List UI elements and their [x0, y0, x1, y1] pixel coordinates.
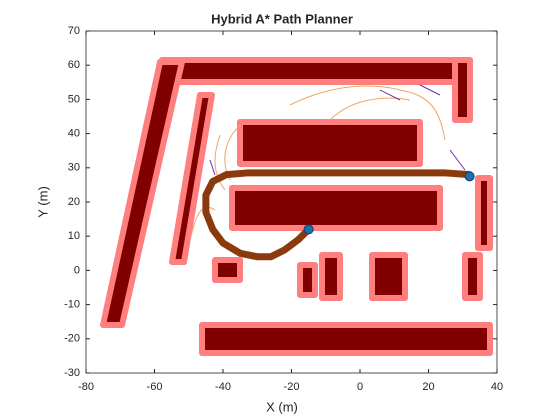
marker: [303, 224, 314, 235]
obstacle: [100, 59, 185, 328]
obstacle: [199, 322, 493, 356]
y-tick-label: 40: [68, 128, 80, 140]
obstacle: [169, 92, 215, 265]
y-tick-label: -10: [64, 299, 80, 311]
chart-title: Hybrid A* Path Planner: [211, 11, 353, 26]
x-tick-label: -40: [215, 381, 231, 393]
y-tick-label: 70: [68, 25, 80, 37]
y-tick-label: 50: [68, 93, 80, 105]
y-tick-label: -30: [64, 367, 80, 379]
obstacle: [159, 57, 473, 85]
obstacle: [229, 185, 443, 231]
y-tick-label: 10: [68, 230, 80, 242]
x-tick-label: 0: [357, 381, 363, 393]
x-tick-label: -80: [78, 381, 94, 393]
y-tick-label: 30: [68, 162, 80, 174]
tree-branch: [289, 85, 446, 141]
y-tick-label: 60: [68, 59, 80, 71]
x-tick-label: -60: [147, 381, 163, 393]
obstacle: [475, 175, 493, 251]
x-tick-label: -20: [284, 381, 300, 393]
obstacle: [319, 252, 343, 301]
obstacle: [452, 57, 473, 123]
occupancy-map: [100, 57, 493, 356]
y-tick-label: 0: [74, 264, 80, 276]
y-tick-label: -20: [64, 333, 80, 345]
obstacle: [237, 119, 423, 167]
search-tree: [189, 84, 466, 241]
x-axis-label: X (m): [266, 399, 298, 414]
y-tick-label: 20: [68, 196, 80, 208]
marker: [464, 171, 475, 182]
obstacle: [297, 262, 318, 298]
obstacle: [212, 257, 243, 283]
path-line: [202, 169, 474, 261]
obstacle: [369, 252, 408, 301]
tree-branch: [209, 84, 466, 176]
y-axis-label: Y (m): [35, 186, 50, 218]
x-tick-label: 20: [422, 381, 434, 393]
obstacle: [462, 252, 483, 301]
x-tick-label: 40: [491, 381, 503, 393]
